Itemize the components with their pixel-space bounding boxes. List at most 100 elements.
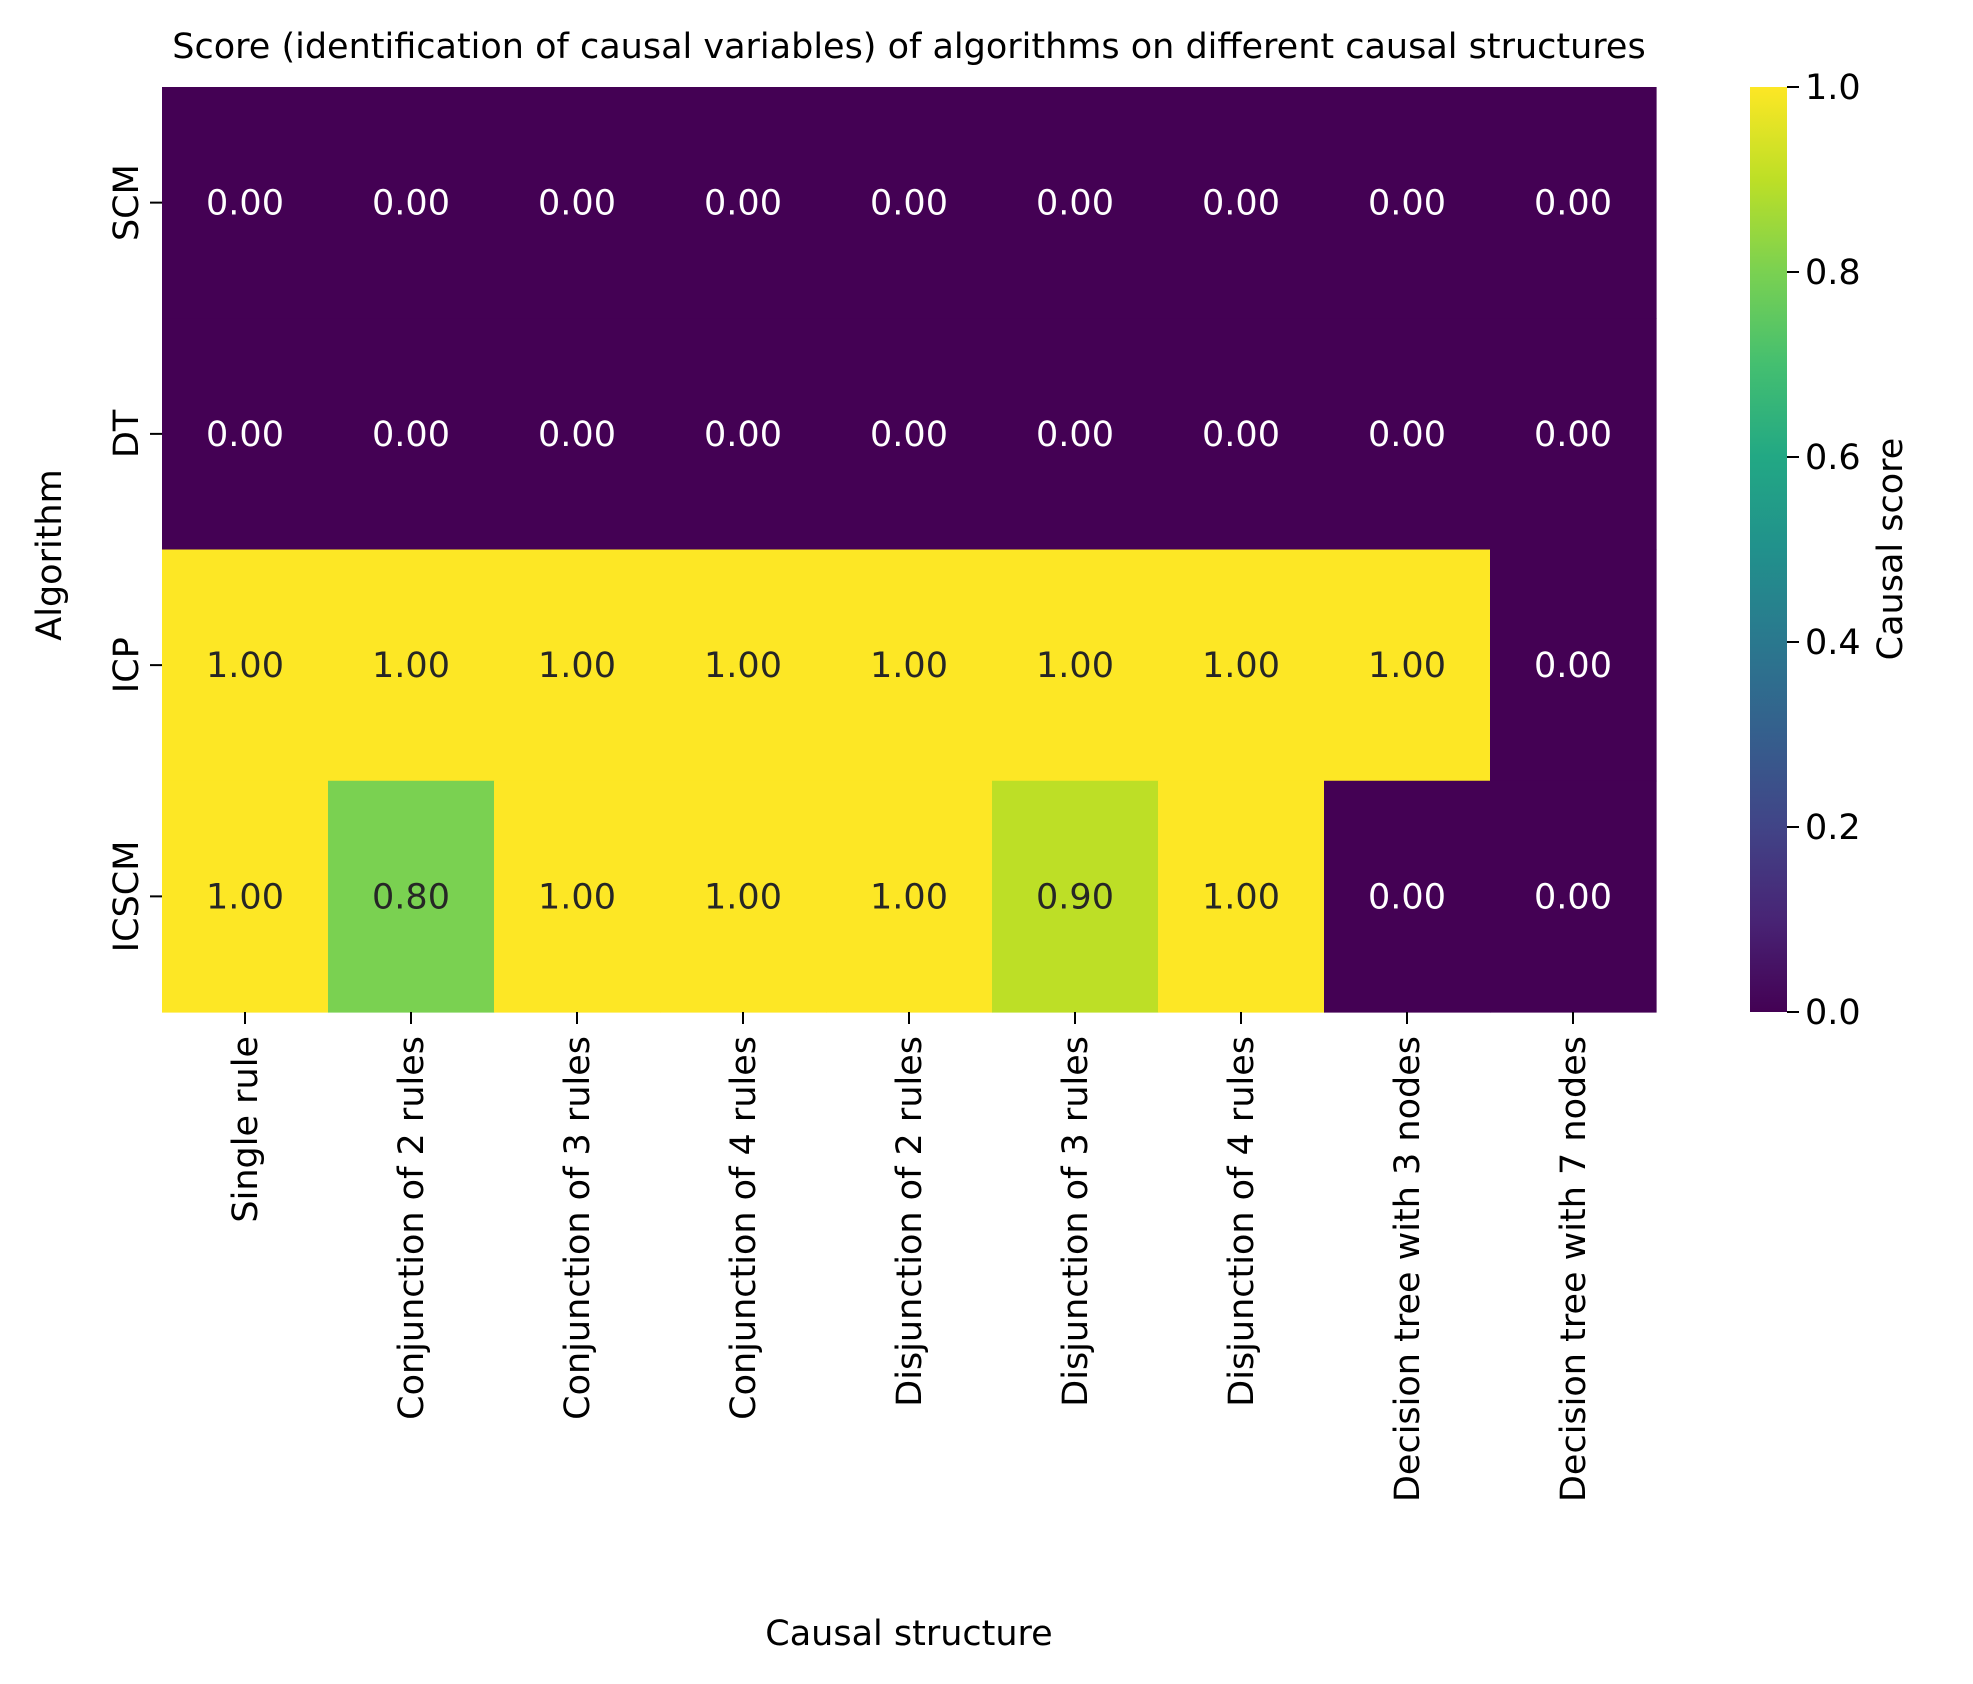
heatmap-cell-value: 1.00 [206,646,284,686]
x-axis-label: Causal structure [765,1614,1052,1654]
heatmap-cell [660,87,827,319]
heatmap-cell [162,780,329,1013]
heatmap-cell-value: 0.00 [870,184,948,224]
colorbar-tick-label: 0.8 [1805,253,1861,293]
heatmap-cell [1324,549,1491,782]
heatmap-cell [162,87,329,319]
heatmap-cell-value: 1.00 [1368,646,1446,686]
colorbar-ticks: 0.0 0.2 0.4 0.6 0.8 1.0 [1787,68,1861,1033]
heatmap-cell-value: 0.00 [206,415,284,455]
heatmap-cell-value: 1.00 [704,646,782,686]
heatmap-cell-value: 0.00 [538,184,616,224]
heatmap-cell [328,87,495,319]
heatmap-cell-value: 0.00 [704,415,782,455]
x-tick-label: Conjunction of 4 rules [724,1036,764,1420]
heatmap-cell [1158,318,1325,551]
x-tick-label: Disjunction of 4 rules [1222,1036,1262,1407]
heatmap-cell-value: 0.00 [1368,877,1446,917]
heatmap-cell [162,318,329,551]
heatmap-cell [660,318,827,551]
heatmap-cell [1158,87,1325,319]
x-tick-label: Conjunction of 2 rules [392,1036,432,1420]
heatmap-cell [826,318,993,551]
heatmap-cell-value: 0.00 [372,184,450,224]
y-tick-label: ICP [107,637,147,693]
heatmap-cell-value: 0.00 [206,184,284,224]
heatmap-cell [826,780,993,1013]
x-tick-label: Decision tree with 3 nodes [1388,1036,1428,1502]
y-tick-label: SCM [107,164,147,241]
colorbar-tick-label: 0.2 [1805,808,1861,848]
colorbar [1750,87,1787,1012]
heatmap-cell [992,87,1159,319]
x-tick-label: Conjunction of 3 rules [558,1036,598,1420]
heatmap-cell [494,549,661,782]
heatmap-cell-value: 1.00 [870,877,948,917]
x-tick-label: Single rule [226,1036,266,1223]
heatmap-cell-value: 1.00 [206,877,284,917]
heatmap-cell-value: 0.00 [372,415,450,455]
heatmap-cell-value: 0.90 [1036,877,1114,917]
heatmap-cell [494,780,661,1013]
heatmap-cell [826,87,993,319]
heatmap-cell [328,780,495,1013]
x-tick-label: Disjunction of 3 rules [1056,1036,1096,1407]
colorbar-tick-label: 1.0 [1805,68,1861,108]
heatmap-cell [992,318,1159,551]
chart-title: Score (identification of causal variable… [172,27,1645,67]
colorbar-gradient [1750,87,1787,1012]
heatmap-cell [1490,87,1657,319]
colorbar-tick-label: 0.4 [1805,623,1861,663]
heatmap-cell-value: 0.00 [704,184,782,224]
heatmap-cell [494,87,661,319]
x-tick-label: Disjunction of 2 rules [890,1036,930,1407]
heatmap-cell-value: 0.00 [538,415,616,455]
heatmap-cell [328,549,495,782]
heatmap-cell [1158,780,1325,1013]
heatmap-cell-value: 0.00 [1534,877,1612,917]
heatmap-cell [1490,318,1657,551]
heatmap-cell [494,318,661,551]
heatmap-cell-value: 0.00 [1036,184,1114,224]
x-tick-label: Decision tree with 7 nodes [1554,1036,1594,1502]
heatmap-cell-value: 0.00 [1036,415,1114,455]
heatmap-cell-value: 1.00 [1202,877,1280,917]
heatmap-cell-value: 0.00 [1368,415,1446,455]
heatmap-cell-value: 1.00 [1036,646,1114,686]
heatmap-cell-value: 1.00 [538,877,616,917]
heatmap-cell-value: 0.00 [1202,184,1280,224]
heatmap-cell-value: 0.00 [870,415,948,455]
heatmap-cell-value: 1.00 [372,646,450,686]
heatmap-cell-value: 0.00 [1202,415,1280,455]
heatmap-cell [1324,87,1491,319]
heatmap-cell [660,549,827,782]
heatmap-cell-value: 0.00 [1368,184,1446,224]
colorbar-label: Causal score [1871,438,1911,661]
heatmap-cell [162,549,329,782]
heatmap-cell-value: 1.00 [870,646,948,686]
heatmap-cell [992,780,1159,1013]
heatmap-cell [328,318,495,551]
heatmap-grid: 0.00 0.00 0.00 0.00 0.00 0.00 0.00 0.00 0.00 0.00… [162,87,1657,1013]
heatmap-cell [1158,549,1325,782]
heatmap-cell [826,549,993,782]
heatmap-cell-value: 1.00 [704,877,782,917]
heatmap-cell [992,549,1159,782]
heatmap-cell [660,780,827,1013]
colorbar-tick-label: 0.6 [1805,438,1861,478]
heatmap-cell-value: 0.00 [1534,184,1612,224]
y-axis-label: Algorithm [30,469,70,640]
x-axis-ticks: Single rule Conjunction of 2 rules Conjunc… [226,1012,1594,1502]
colorbar-tick-label: 0.0 [1805,993,1861,1033]
y-tick-label: ICSCM [107,841,147,953]
heatmap-cell [1490,549,1657,782]
heatmap-cell-value: 1.00 [538,646,616,686]
heatmap-cell-value: 1.00 [1202,646,1280,686]
heatmap-cell-value: 0.00 [1534,646,1612,686]
heatmap-cell [1324,318,1491,551]
y-tick-label: DT [107,409,147,458]
heatmap-cell [1324,780,1491,1013]
heatmap-cell-value: 0.00 [1534,415,1612,455]
heatmap-cell [1490,780,1657,1013]
